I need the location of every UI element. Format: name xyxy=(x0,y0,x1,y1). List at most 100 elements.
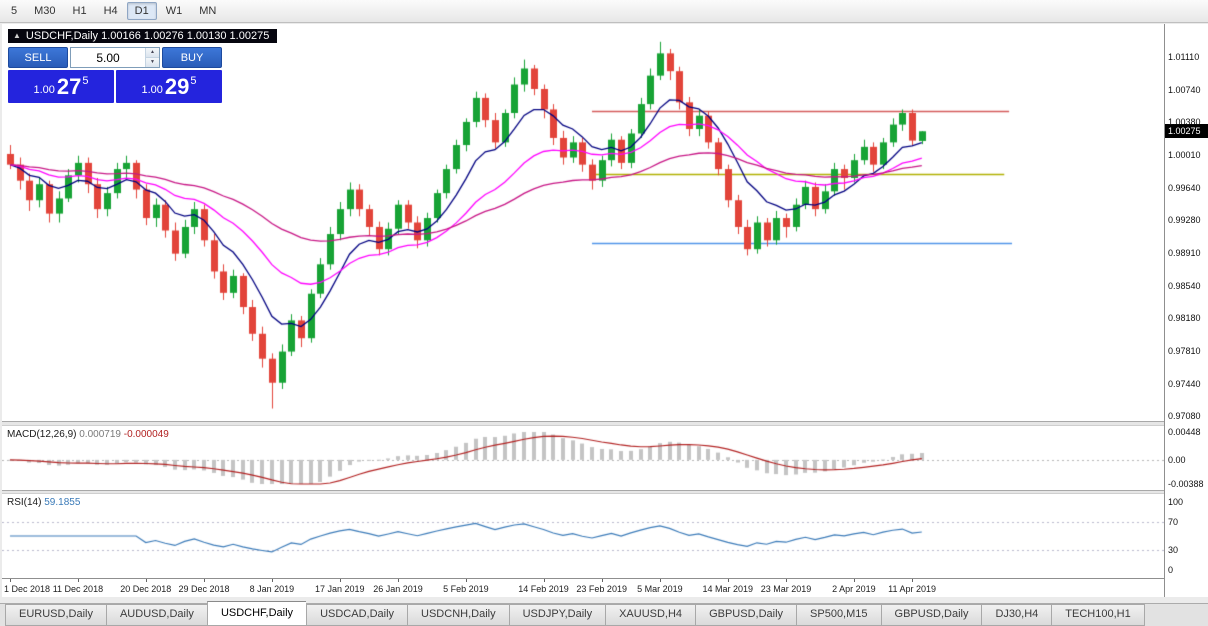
macd-canvas[interactable] xyxy=(2,426,1164,490)
price-axis-label: 1.00010 xyxy=(1168,149,1201,160)
time-axis-label: 23 Mar 2019 xyxy=(760,584,812,594)
sell-price-prefix: 1.00 xyxy=(33,83,55,96)
macd-name: MACD(12,26,9) xyxy=(7,429,77,440)
timeframe-button-5[interactable]: 5 xyxy=(11,5,18,17)
rsi-name: RSI(14) xyxy=(7,497,42,508)
time-axis-label: 29 Dec 2018 xyxy=(178,584,230,594)
price-axis-label: 0.97440 xyxy=(1168,378,1201,389)
time-axis-tick xyxy=(398,579,399,582)
time-axis-tick xyxy=(272,579,273,582)
chart-title-text: USDCHF,Daily 1.00166 1.00276 1.00130 1.0… xyxy=(25,30,270,42)
buy-price-prefix: 1.00 xyxy=(141,83,163,96)
chart-tab-tech100-h1[interactable]: TECH100,H1 xyxy=(1051,604,1145,626)
timeframe-button-d1[interactable]: D1 xyxy=(126,2,157,20)
timeframe-button-m30[interactable]: M30 xyxy=(34,5,56,17)
timeframe-button-h1[interactable]: H1 xyxy=(72,5,87,17)
chart-tab-dj30-h4[interactable]: DJ30,H4 xyxy=(981,604,1052,626)
price-axis-label: 0.98540 xyxy=(1168,280,1201,291)
time-axis-label: 11 Apr 2019 xyxy=(888,584,937,594)
chart-tab-usdjpy-daily[interactable]: USDJPY,Daily xyxy=(508,604,606,626)
price-axis-label: 1.01110 xyxy=(1168,51,1200,62)
volume-up-arrow-icon[interactable]: ▲ xyxy=(146,48,159,57)
chart-tab-audusd-daily[interactable]: AUDUSD,Daily xyxy=(105,604,207,626)
price-axis-label: -0.00388 xyxy=(1168,479,1204,489)
buy-price-sup: 5 xyxy=(190,74,197,87)
chart-tab-gbpusd-daily[interactable]: GBPUSD,Daily xyxy=(880,604,982,626)
time-axis-tick xyxy=(10,579,11,582)
collapse-icon[interactable]: ▲ xyxy=(13,31,21,40)
time-axis-tick xyxy=(146,579,147,582)
time-axis-tick xyxy=(466,579,467,582)
buy-button[interactable]: BUY xyxy=(162,47,222,68)
sell-price-box[interactable]: 1.00 27 5 xyxy=(8,70,114,103)
time-axis-label: 1 Dec 2018 xyxy=(4,584,51,594)
timeframe-toolbar: 5 M30 H1 H4 D1 W1 MN xyxy=(0,0,1208,23)
rsi-label: RSI(14) 59.1855 xyxy=(7,497,80,508)
chart-tab-usdcnh-daily[interactable]: USDCNH,Daily xyxy=(407,604,509,626)
chart-title-bar[interactable]: ▲ USDCHF,Daily 1.00166 1.00276 1.00130 1… xyxy=(8,29,278,43)
volume-down-arrow-icon[interactable]: ▼ xyxy=(146,57,159,67)
chart-tab-eurusd-daily[interactable]: EURUSD,Daily xyxy=(5,604,106,626)
time-axis-tick xyxy=(544,579,545,582)
time-axis-label: 20 Dec 2018 xyxy=(120,584,172,594)
time-axis-tick xyxy=(854,579,855,582)
one-click-trading-panel: SELL ▲ ▼ BUY 1.00 27 5 1.00 29 5 xyxy=(8,47,222,103)
timeframe-button-mn[interactable]: MN xyxy=(199,5,217,17)
macd-signal-value: -0.000049 xyxy=(123,429,169,440)
chart-tab-usdcad-daily[interactable]: USDCAD,Daily xyxy=(306,604,408,626)
volume-input[interactable] xyxy=(71,48,145,67)
chart-tab-gbpusd-daily[interactable]: GBPUSD,Daily xyxy=(695,604,797,626)
rsi-canvas[interactable] xyxy=(2,494,1164,578)
time-axis-label: 5 Mar 2019 xyxy=(637,584,683,594)
price-axis-label: 0.00 xyxy=(1168,454,1186,465)
time-axis-tick xyxy=(728,579,729,582)
chart-tab-bar: EURUSD,Daily AUDUSD,Daily USDCHF,Daily USDC… xyxy=(0,601,1208,626)
chart-tab-sp500-m15[interactable]: SP500,M15 xyxy=(796,604,881,626)
buy-price-box[interactable]: 1.00 29 5 xyxy=(116,70,222,103)
time-axis-tick xyxy=(602,579,603,582)
buy-price-big: 29 xyxy=(164,73,190,99)
time-axis-tick xyxy=(340,579,341,582)
time-axis-label: 26 Jan 2019 xyxy=(373,584,423,594)
price-axis-label: 0.99280 xyxy=(1168,214,1201,225)
time-axis-tick xyxy=(78,579,79,582)
time-axis[interactable]: 1 Dec 2018 11 Dec 2018 20 Dec 2018 29 Dec 2… xyxy=(2,578,1164,597)
price-axis-label: 1.00380 xyxy=(1168,116,1201,127)
chart-tab-xauusd-h4[interactable]: XAUUSD,H4 xyxy=(605,604,696,626)
time-axis-label: 5 Feb 2019 xyxy=(443,584,489,594)
price-axis-label: 0.98910 xyxy=(1168,247,1201,258)
price-axis-label: 0.00448 xyxy=(1168,427,1201,437)
time-axis-label: 23 Feb 2019 xyxy=(576,584,627,594)
rsi-value: 59.1855 xyxy=(44,497,81,508)
chart-tab-usdchf-daily[interactable]: USDCHF,Daily xyxy=(206,601,307,626)
current-price-tag: 1.00275 xyxy=(1165,124,1208,139)
price-axis-label: 1.00740 xyxy=(1168,84,1201,95)
timeframe-button-w1[interactable]: W1 xyxy=(165,5,183,17)
price-axis-label: 0.97810 xyxy=(1168,345,1201,356)
time-axis-tick xyxy=(204,579,205,582)
sell-button[interactable]: SELL xyxy=(8,47,68,68)
price-axis-label: 100 xyxy=(1168,497,1184,507)
price-axis-label: 70 xyxy=(1168,517,1179,528)
time-axis-label: 8 Jan 2019 xyxy=(249,584,295,594)
time-axis-tick xyxy=(786,579,787,582)
time-axis-label: 14 Mar 2019 xyxy=(702,584,754,594)
timeframe-button-h4[interactable]: H4 xyxy=(103,5,118,17)
price-axis-label: 0.98180 xyxy=(1168,312,1201,323)
time-axis-label: 14 Feb 2019 xyxy=(518,584,569,594)
time-axis-tick xyxy=(660,579,661,582)
macd-value: 0.000719 xyxy=(79,429,121,440)
price-axis-label: 30 xyxy=(1168,544,1179,555)
sell-price-big: 27 xyxy=(56,73,82,99)
volume-spinner[interactable]: ▲ ▼ xyxy=(70,47,160,68)
time-axis-label: 17 Jan 2019 xyxy=(315,584,365,594)
time-axis-label: 2 Apr 2019 xyxy=(832,584,876,594)
price-axis-label: 0.99640 xyxy=(1168,182,1201,193)
price-axis-label: 0.97080 xyxy=(1168,410,1201,421)
time-axis-tick xyxy=(912,579,913,582)
sell-price-sup: 5 xyxy=(82,74,89,87)
pane-separator[interactable] xyxy=(2,490,1164,494)
pane-separator[interactable] xyxy=(2,421,1164,426)
price-axis[interactable]: 1.00275 1.01110 1.00740 1.00380 1.00010 0.99… xyxy=(1164,24,1208,597)
